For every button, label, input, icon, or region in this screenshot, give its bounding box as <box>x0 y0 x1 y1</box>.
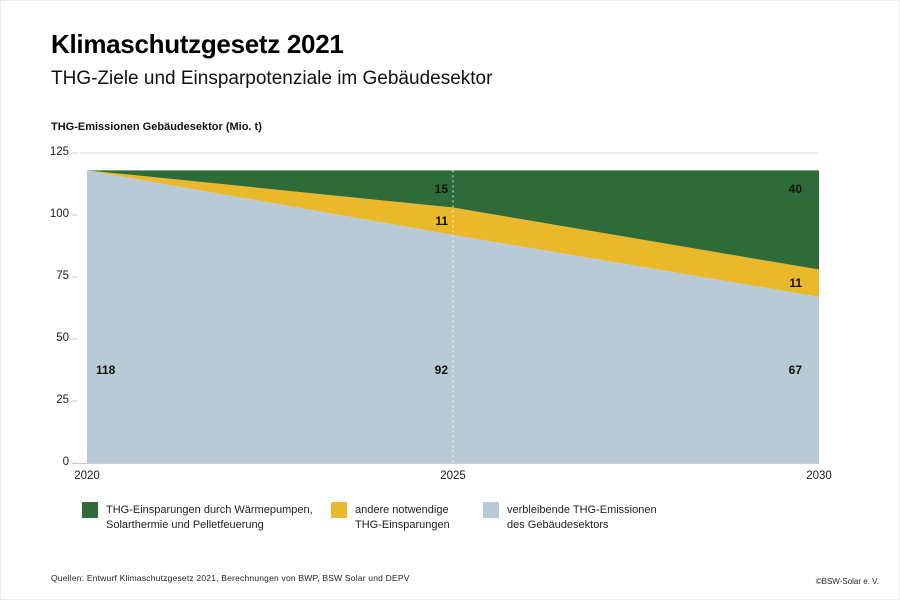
sources-note: Quellen: Entwurf Klimaschutzgesetz 2021,… <box>51 573 410 583</box>
value-label-yellow-2030: 11 <box>789 276 802 291</box>
value-label-yellow-2025: 11 <box>435 214 448 229</box>
y-tick-label: 125 <box>49 146 69 158</box>
legend-label-line2: des Gebäudesektors <box>507 518 609 531</box>
copyright-note: ©BSW-Solar e. V. <box>815 577 879 586</box>
area-yellow <box>87 170 819 297</box>
y-tick-label: 50 <box>56 332 69 344</box>
page-title: Klimaschutzgesetz 2021 <box>51 29 344 59</box>
legend-label-line1: THG-Einsparungen durch Wärmepumpen, <box>106 504 313 516</box>
legend-label-line1: andere notwendige <box>355 504 449 516</box>
value-label-blue-2020: 118 <box>96 363 116 377</box>
y-tick-label: 0 <box>62 456 69 468</box>
legend-swatch-blue <box>483 502 499 518</box>
legend-label-line1: verbleibende THG-Emissionen <box>507 504 657 516</box>
y-tick-label: 75 <box>56 270 69 282</box>
legend-label-line2: Solarthermie und Pelletfeuerung <box>106 518 264 531</box>
legend-label: andere notwendige THG-Einsparungen <box>355 502 450 532</box>
legend-label-line2: THG-Einsparungen <box>355 518 450 531</box>
legend-label: verbleibende THG-Emissionen des Gebäudese… <box>507 502 657 532</box>
y-axis-title: THG-Emissionen Gebäudesektor (Mio. t) <box>51 121 262 133</box>
legend-swatch-yellow <box>331 502 347 518</box>
y-tick-label: 25 <box>56 394 69 406</box>
legend-item-waermepumpen: THG-Einsparungen durch Wärmepumpen, Solar… <box>82 502 313 532</box>
value-label-blue-2030: 67 <box>788 363 802 377</box>
value-label-green-2025: 15 <box>434 182 448 197</box>
legend-swatch-green <box>82 502 98 518</box>
legend-item-andere-einsparungen: andere notwendige THG-Einsparungen <box>331 502 450 532</box>
x-tick-label: 2030 <box>806 470 832 482</box>
page-subtitle: THG-Ziele und Einsparpotenziale im Gebäu… <box>51 68 493 89</box>
legend-label: THG-Einsparungen durch Wärmepumpen, Solar… <box>106 502 313 532</box>
x-tick-label: 2025 <box>440 470 466 482</box>
value-label-blue-2025: 92 <box>434 363 448 377</box>
area-green <box>87 170 819 270</box>
x-tick-label: 2020 <box>74 470 100 482</box>
legend-item-verbleibende-emissionen: verbleibende THG-Emissionen des Gebäudese… <box>483 502 657 532</box>
value-label-green-2030: 40 <box>788 182 802 197</box>
y-tick-label: 100 <box>49 208 69 220</box>
